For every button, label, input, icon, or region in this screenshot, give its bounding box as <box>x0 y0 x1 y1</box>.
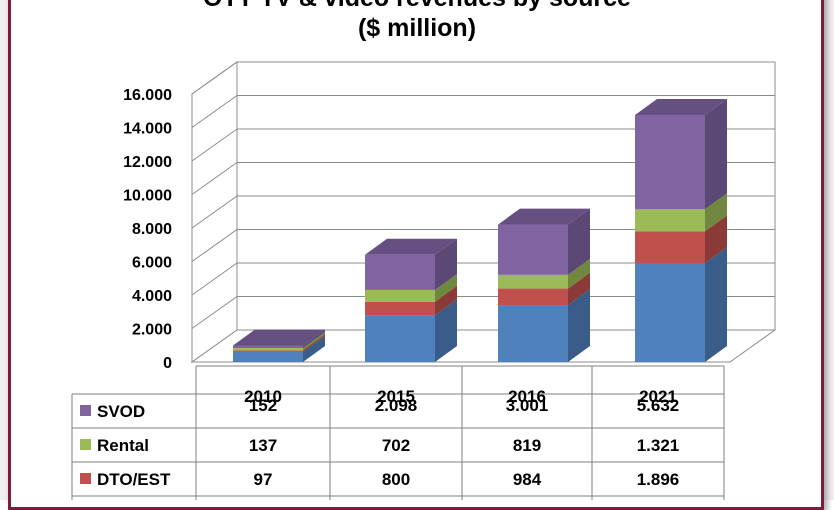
y-tick-label: 8.000 <box>132 221 172 238</box>
table-cell-value: 97 <box>254 470 273 489</box>
table-cell-value: 3.001 <box>506 396 549 415</box>
bar-segment <box>635 263 705 362</box>
bar-segment <box>635 231 705 264</box>
bar-side <box>705 215 727 264</box>
bar-segment <box>498 288 568 306</box>
category-label: 2016 <box>508 387 546 406</box>
gridline <box>191 95 775 128</box>
bar-segment <box>365 315 435 362</box>
gridline <box>191 162 775 195</box>
y-tick-label: 4.000 <box>132 288 172 305</box>
bar-segment <box>498 224 568 275</box>
bar-segment <box>233 351 303 362</box>
bar-side <box>568 289 590 362</box>
bar-top <box>365 238 457 255</box>
bar-side <box>705 193 727 232</box>
series-name: SVOD <box>97 402 145 421</box>
bar-side <box>705 98 727 210</box>
bar-segment <box>233 348 303 351</box>
y-tick-label: 0 <box>163 355 172 372</box>
y-tick-label: 14.000 <box>123 121 172 138</box>
bar-side <box>435 299 457 362</box>
bar-top <box>233 329 325 346</box>
bar-side <box>303 335 325 362</box>
table-cell-value: 2.098 <box>375 396 418 415</box>
gridline <box>191 229 775 262</box>
gridline <box>191 61 775 95</box>
y-tick-label: 16.000 <box>123 87 172 104</box>
bar-side <box>568 208 590 275</box>
table-cell-value: 1.321 <box>637 436 680 455</box>
gridline <box>191 262 775 296</box>
table-cell-value: 800 <box>382 470 410 489</box>
bar-side <box>435 238 457 290</box>
category-label: 2015 <box>377 387 415 406</box>
bar-side <box>568 258 590 289</box>
bar-segment <box>233 350 303 352</box>
legend-key <box>80 473 91 484</box>
table-cell-value: 5.632 <box>637 396 680 415</box>
chart-subtitle: ($ million) <box>357 14 477 42</box>
y-tick-label: 12.000 <box>123 154 172 171</box>
category-label: 2021 <box>639 387 677 406</box>
bar-side <box>303 332 325 351</box>
bar-segment <box>365 301 435 316</box>
legend-key <box>80 439 91 450</box>
table-cell-value: 1.896 <box>637 470 680 489</box>
gridline <box>191 195 775 229</box>
table-cell-value: 152 <box>249 396 277 415</box>
y-tick-label: 2.000 <box>132 322 172 339</box>
table-cell-value: 137 <box>249 436 277 455</box>
bar-segment <box>498 305 568 362</box>
table-cell-value: 984 <box>513 470 542 489</box>
bar-side <box>705 247 727 362</box>
bar-side <box>303 334 325 352</box>
y-tick-label: 6.000 <box>132 255 172 272</box>
series-name: Rental <box>97 436 149 455</box>
bar-segment <box>635 209 705 232</box>
bar-segment <box>233 345 303 349</box>
table-cell-value: 819 <box>513 436 541 455</box>
legend-key <box>80 405 91 416</box>
table-cell-value: 702 <box>382 436 410 455</box>
bar-segment <box>365 254 435 290</box>
bar-segment <box>365 289 435 302</box>
bar-top <box>498 208 590 225</box>
y-tick-label: 10.000 <box>123 188 172 205</box>
bar-segment <box>498 274 568 289</box>
bar-side <box>303 329 325 349</box>
bar-side <box>435 285 457 316</box>
bar-side <box>568 272 590 306</box>
gridline <box>191 296 775 329</box>
gridline <box>191 128 775 162</box>
chart-title: OTT TV & video revenues by source <box>0 0 834 13</box>
bar-side <box>435 273 457 302</box>
series-name: DTO/EST <box>97 470 171 489</box>
bar-segment <box>635 114 705 210</box>
category-label: 2010 <box>244 387 282 406</box>
bar-top <box>635 98 727 115</box>
